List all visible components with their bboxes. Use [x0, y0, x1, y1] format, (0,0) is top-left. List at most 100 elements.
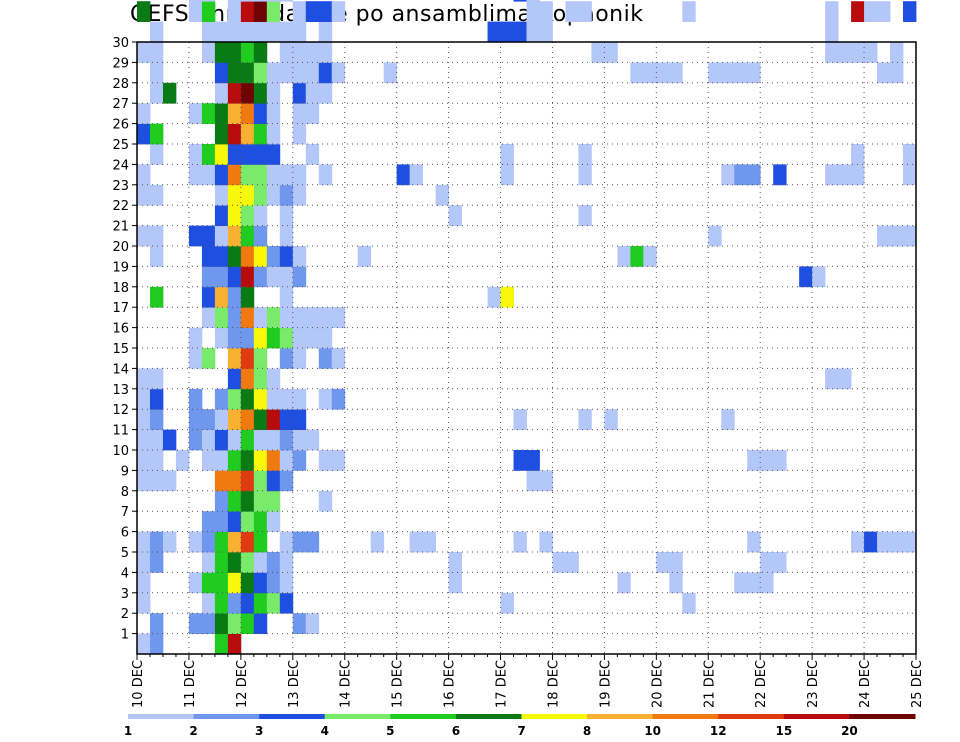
- heatmap-cell: [292, 42, 307, 63]
- heatmap-cell: [500, 144, 514, 165]
- heatmap-cell: [240, 531, 255, 553]
- heatmap-cell: [253, 205, 268, 226]
- legend-swatch: [652, 714, 719, 719]
- y-tick-label: 27: [112, 97, 129, 112]
- heatmap-cell: [214, 286, 229, 308]
- legend-swatch: [849, 714, 916, 719]
- heatmap-cell: [734, 572, 748, 594]
- heatmap-cell: [526, 470, 540, 492]
- heatmap-cell: [149, 286, 164, 308]
- y-tick-label: 2: [121, 607, 129, 622]
- heatmap-cell: [214, 42, 229, 63]
- heatmap-cell: [708, 225, 722, 247]
- heatmap-cell: [240, 184, 255, 206]
- heatmap-cell: [162, 531, 177, 553]
- heatmap-cell: [253, 368, 268, 390]
- legend-swatch: [193, 714, 260, 719]
- heatmap-cell: [266, 307, 281, 328]
- heatmap-cell: [188, 225, 203, 247]
- heatmap-cell: [279, 572, 294, 594]
- heatmap-cell: [864, 1, 878, 22]
- heatmap-cell: [513, 450, 527, 471]
- x-tick-label: 13 DEC: [287, 660, 302, 708]
- heatmap-cell: [149, 450, 164, 471]
- y-tick-label: 17: [112, 301, 129, 316]
- x-tick-label: 10 DEC: [131, 660, 146, 708]
- heatmap-cell: [214, 633, 229, 655]
- heatmap-cell: [214, 572, 229, 594]
- heatmap-cell: [149, 82, 164, 104]
- heatmap-cell: [253, 307, 268, 328]
- heatmap-cell: [253, 62, 268, 84]
- heatmap-cell: [279, 62, 294, 84]
- heatmap-cell: [331, 450, 346, 471]
- heatmap-cell: [253, 164, 268, 186]
- heatmap-cell: [721, 164, 735, 186]
- heatmap-cell: [240, 409, 255, 430]
- heatmap-cell: [825, 42, 839, 63]
- legend-swatch: [259, 714, 326, 719]
- heatmap-cell: [292, 246, 307, 267]
- y-axis: 1234567891011121314151617181920212223242…: [112, 36, 137, 643]
- heatmap-cell: [669, 572, 683, 594]
- heatmap-cell: [773, 164, 787, 186]
- heatmap-cell: [240, 429, 255, 451]
- x-tick-label: 19 DEC: [598, 660, 613, 708]
- heatmap-cell: [396, 164, 411, 186]
- heatmap-cell: [240, 613, 255, 634]
- heatmap-cell: [201, 511, 216, 532]
- heatmap-cell: [149, 368, 164, 390]
- legend-swatch: [128, 714, 195, 719]
- heatmap-cell: [227, 246, 242, 267]
- heatmap-cell: [149, 429, 164, 451]
- heatmap-cell: [201, 307, 216, 328]
- y-tick-label: 22: [112, 199, 129, 214]
- heatmap-cell: [188, 103, 203, 124]
- heatmap-cell: [227, 531, 242, 553]
- heatmap-cell: [253, 1, 268, 22]
- heatmap-cell: [266, 246, 281, 267]
- heatmap-cell: [266, 1, 281, 22]
- y-tick-label: 12: [112, 403, 129, 418]
- x-tick-label: 22 DEC: [754, 660, 769, 708]
- heatmap-cell: [201, 225, 216, 247]
- heatmap-cell: [682, 1, 696, 22]
- heatmap-cell: [383, 62, 398, 84]
- heatmap-cell: [266, 388, 281, 410]
- heatmap-cell: [227, 613, 242, 634]
- heatmap-cell: [149, 123, 164, 145]
- heatmap-cell: [137, 1, 151, 22]
- heatmap-cell: [279, 246, 294, 267]
- heatmap-cell: [149, 613, 164, 634]
- heatmap-cell: [201, 1, 216, 22]
- heatmap-cell: [292, 1, 307, 22]
- y-tick-label: 18: [112, 281, 129, 296]
- heatmap-cell: [851, 164, 865, 186]
- heatmap-cell: [201, 0, 216, 2]
- y-tick-label: 11: [112, 424, 129, 439]
- heatmap-cell: [279, 327, 294, 349]
- heatmap-cell: [149, 552, 164, 573]
- heatmap-cell: [266, 429, 281, 451]
- legend-label: 4: [321, 724, 329, 738]
- heatmap-cell: [253, 470, 268, 492]
- heatmap-cell: [578, 205, 592, 226]
- heatmap-cell: [279, 42, 294, 63]
- heatmap-cell: [240, 225, 255, 247]
- heatmap-cell: [201, 103, 216, 124]
- heatmap-cell: [240, 307, 255, 328]
- heatmap-cell: [253, 266, 268, 288]
- heatmap-cell: [799, 266, 813, 288]
- heatmap-cell: [578, 144, 592, 165]
- heatmap-cell: [214, 307, 229, 328]
- heatmap-cell: [292, 164, 307, 186]
- heatmap-cell: [137, 470, 151, 492]
- heatmap-cell: [513, 409, 527, 430]
- heatmap-cell: [227, 409, 242, 430]
- heatmap-cell: [266, 592, 281, 614]
- heatmap-cell: [708, 62, 722, 84]
- heatmap-cell: [149, 409, 164, 430]
- heatmap-cell: [137, 429, 151, 451]
- heatmap-cell: [578, 164, 592, 186]
- heatmap-cell: [137, 592, 151, 614]
